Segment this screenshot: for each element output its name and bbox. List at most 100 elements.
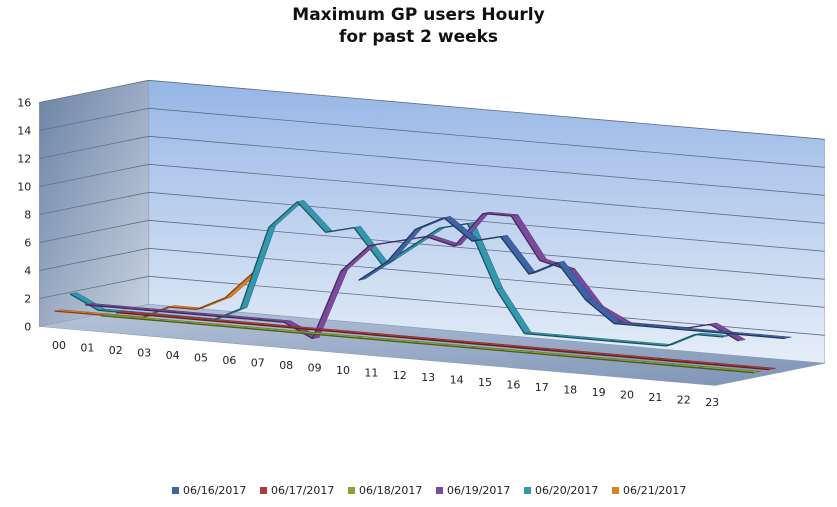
legend-label-06/16/2017: 06/16/2017 (183, 484, 246, 497)
series-3-edge-1 (113, 306, 143, 311)
x-tick-label-18: 18 (563, 384, 577, 397)
gridline-7 (39, 107, 825, 168)
series-0-edge-20 (699, 330, 728, 335)
series-2-edge-0 (100, 315, 130, 319)
series-0-edge-18 (642, 325, 672, 330)
x-tick-label-16: 16 (506, 379, 520, 392)
legend-label-06/17/2017: 06/17/2017 (271, 484, 334, 497)
series-0-edge-14 (528, 261, 558, 275)
gridline-8 (39, 79, 825, 140)
series-1-edge-11 (428, 339, 457, 343)
series-5-edge-6 (224, 271, 254, 299)
series-1-edge-9 (371, 334, 401, 339)
series-06/16/2017 (358, 216, 792, 340)
series-0-edge-17 (614, 322, 643, 327)
x-tick-label-22: 22 (677, 394, 691, 407)
x-tick-label-15: 15 (478, 376, 492, 389)
y-tick-label-2: 4 (24, 265, 31, 278)
series-4-edge-0 (69, 293, 99, 311)
series-1-edge-4 (229, 321, 259, 326)
series-1-edge-12 (456, 341, 486, 346)
x-tick-label-06: 06 (222, 354, 236, 367)
series-4-edge-5 (211, 308, 241, 321)
series-3-edge-5 (227, 316, 256, 321)
legend-swatch-06/18/2017 (348, 487, 355, 494)
series-1-edge-3 (201, 319, 230, 324)
series-1-edge-21 (712, 363, 741, 368)
series-2-edge-22 (725, 369, 754, 374)
series-0-edge-21 (727, 332, 757, 337)
series-1-edge-17 (598, 354, 628, 358)
series-1-edge-8 (343, 331, 372, 336)
series-4-edge-12 (410, 227, 440, 248)
x-tick-label-01: 01 (80, 342, 94, 355)
series-1-edge-20 (683, 361, 713, 366)
legend-swatch-06/21/2017 (612, 487, 619, 494)
series-2-edge-3 (185, 322, 215, 327)
series-0-edge-8 (358, 261, 388, 281)
series-2-edge-9 (356, 337, 385, 342)
gridline-1 (39, 275, 825, 336)
x-tick-label-11: 11 (364, 366, 378, 379)
y-tick-label-8: 16 (17, 97, 31, 110)
series-4-edge-20 (637, 342, 667, 347)
x-tick-label-07: 07 (251, 356, 265, 369)
series-2-edge-4 (214, 324, 243, 329)
series-3-edge-0 (85, 304, 114, 308)
y-tick-label-0: 0 (24, 321, 31, 334)
series-3-edge-8 (311, 270, 342, 339)
series-4-edge-19 (609, 340, 639, 345)
series-1-edge-1 (144, 314, 173, 319)
x-tick-label-02: 02 (109, 344, 123, 357)
series-1-edge-7 (314, 329, 344, 334)
y-tick-label-7: 14 (17, 125, 31, 138)
series-2-edge-12 (441, 344, 470, 349)
series-0-edge-12 (472, 236, 501, 242)
x-tick-label-21: 21 (648, 391, 662, 404)
series-2-edge-5 (242, 327, 272, 332)
series-1-edge-16 (570, 351, 599, 356)
series-3-edge-13 (454, 213, 484, 247)
series-1-edge-14 (513, 346, 543, 351)
series-3-edge-3 (170, 311, 199, 316)
series-2-edge-10 (384, 339, 414, 344)
series-3-edge-14 (482, 212, 512, 217)
series-1-edge-22 (740, 366, 770, 371)
series-2-edge-15 (526, 352, 556, 357)
series-3-edge-9 (340, 245, 370, 272)
legend-swatch-06/19/2017 (436, 487, 443, 494)
legend-swatch-06/17/2017 (260, 487, 267, 494)
series-0-edge-15 (556, 262, 587, 301)
gridline-4 (39, 191, 825, 252)
legend-label-06/21/2017: 06/21/2017 (623, 484, 686, 497)
y-tick-label-5: 10 (17, 181, 31, 194)
series-1-edge-15 (541, 349, 571, 353)
series-1-edge-6 (286, 326, 315, 331)
series-0-edge-16 (585, 299, 615, 325)
series-2-edge-16 (555, 354, 584, 359)
series-2-edge-2 (157, 319, 186, 324)
y-tick-label-4: 8 (24, 209, 31, 222)
series-2-edge-14 (498, 349, 527, 354)
series-1-edge-18 (627, 356, 656, 361)
x-tick-label-23: 23 (705, 396, 719, 409)
series-5-edge-0 (54, 310, 84, 315)
series-4-edge-9 (325, 227, 355, 233)
series-3-edge-7 (283, 321, 313, 340)
series-2-edge-13 (469, 347, 499, 352)
series-3-edge-15 (510, 215, 541, 261)
series-2-edge-17 (583, 357, 612, 361)
series-4-edge-7 (268, 201, 298, 228)
x-tick-label-03: 03 (137, 346, 151, 359)
series-5-edge-3 (139, 306, 169, 320)
series-3-edge-6 (255, 319, 285, 323)
y-tick-label-6: 12 (17, 153, 31, 166)
y-tick-label-1: 2 (24, 293, 31, 306)
x-tick-label-04: 04 (166, 349, 180, 362)
series-1-edge-2 (172, 316, 202, 321)
series-1-edge-10 (399, 336, 429, 341)
legend-label-06/18/2017: 06/18/2017 (359, 484, 422, 497)
gridline-6 (39, 135, 825, 196)
series-2-edge-1 (129, 317, 158, 322)
